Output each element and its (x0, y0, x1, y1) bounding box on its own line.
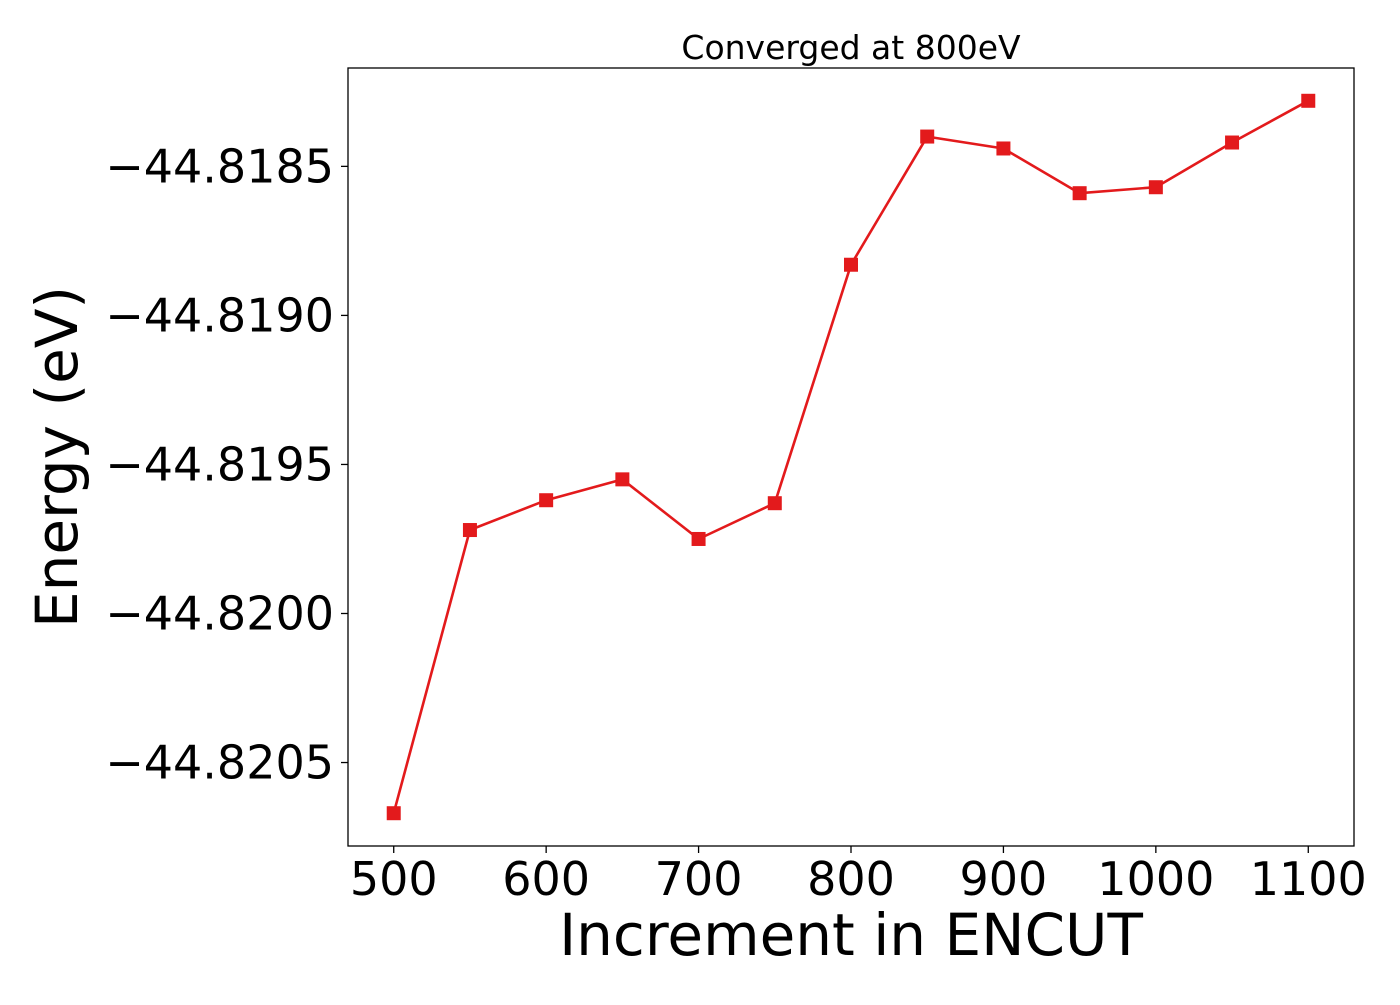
x-tick-label: 600 (502, 852, 590, 906)
data-point-marker (615, 472, 630, 487)
series-line (392, 99, 1309, 814)
x-tick-label: 900 (960, 852, 1048, 906)
y-axis: −44.8185 −44.8190 −44.8195 −44.8200 −44.8205 (105, 139, 348, 790)
data-point-marker (1225, 135, 1240, 150)
x-tick-label: 1000 (1097, 852, 1214, 906)
y-tick-label: −44.8205 (105, 736, 334, 790)
x-axis-title: Increment in ENCUT (559, 901, 1143, 969)
data-point-marker (462, 523, 477, 538)
x-tick-label: 1100 (1250, 852, 1367, 906)
y-tick-label: −44.8200 (105, 586, 334, 640)
data-point-marker (920, 129, 935, 144)
data-point-marker (1072, 186, 1087, 201)
data-point-marker (1148, 180, 1163, 195)
data-point-marker (844, 257, 858, 272)
series-layer (386, 93, 1316, 821)
y-tick-label: −44.8185 (105, 139, 334, 193)
data-point-marker (767, 496, 782, 511)
data-point-marker (691, 531, 706, 546)
plot-area-frame (347, 67, 1355, 847)
y-tick-label: −44.8190 (105, 288, 334, 342)
data-point-marker (1301, 93, 1316, 108)
x-tick-label: 500 (350, 852, 438, 906)
y-tick-label: −44.8195 (105, 437, 334, 491)
data-point-marker (539, 493, 554, 508)
x-axis: 500 600 700 800 900 1000 1100 (350, 846, 1367, 906)
y-axis-title: Energy (eV) (23, 286, 91, 628)
x-tick-label: 800 (807, 852, 895, 906)
x-tick-label: 700 (655, 852, 743, 906)
data-point-marker (386, 806, 401, 821)
chart-title: Converged at 800eV (681, 28, 1021, 67)
data-point-marker (996, 141, 1011, 156)
